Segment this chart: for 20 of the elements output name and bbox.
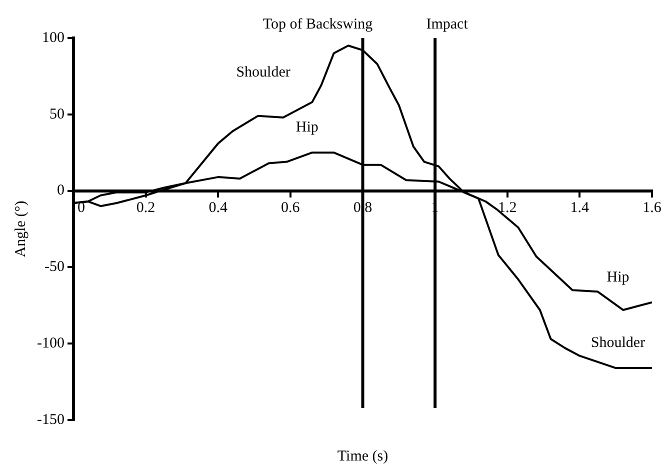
- y-tick-label: -150: [36, 412, 64, 428]
- x-axis-title: Time (s): [337, 448, 388, 464]
- y-tick-label: 100: [42, 30, 64, 46]
- ref-line-label: Top of Backswing: [262, 16, 374, 32]
- text: Hip: [296, 120, 318, 136]
- y-tick-label: 50: [49, 106, 64, 122]
- text: Shoulder: [236, 64, 290, 81]
- ref-line-label: Impact: [426, 16, 469, 32]
- x-tick-label: 0.6: [281, 200, 300, 216]
- y-axis-title: Angle (°): [12, 200, 29, 258]
- y-tick-label: -100: [36, 336, 64, 352]
- x-tick-label: 1.6: [642, 200, 662, 216]
- x-tick-label: 1.2: [498, 200, 517, 216]
- y-tick-label: -50: [44, 259, 64, 276]
- x-tick-label: 0.4: [208, 200, 228, 216]
- series-label: Shoulder: [590, 334, 646, 351]
- series-label: Hip: [606, 269, 630, 286]
- y-tick-label: 0: [56, 182, 64, 199]
- x-tick-label: 0.2: [136, 200, 156, 216]
- x-tick-label: 1.4: [570, 200, 590, 216]
